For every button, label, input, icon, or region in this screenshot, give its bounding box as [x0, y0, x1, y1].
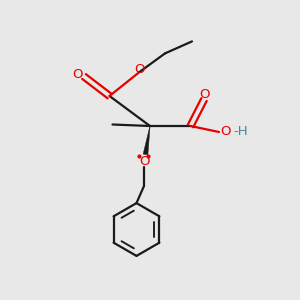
Polygon shape	[143, 126, 150, 155]
Text: O: O	[220, 125, 231, 138]
Text: O: O	[199, 88, 210, 101]
Text: O: O	[135, 63, 145, 76]
Text: O: O	[139, 154, 149, 168]
Text: -H: -H	[233, 125, 248, 138]
Text: O: O	[72, 68, 83, 81]
